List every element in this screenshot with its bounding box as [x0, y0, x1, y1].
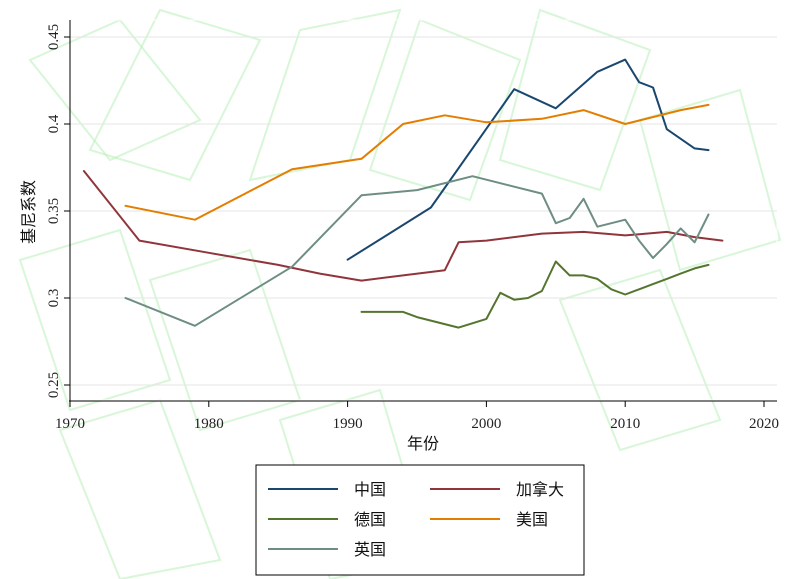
y-tick-label-4: 0.45	[46, 24, 62, 50]
y-tick-label-1: 0.3	[46, 289, 62, 308]
y-axis-title: 基尼系数	[19, 180, 38, 244]
series-line-2	[360, 260, 710, 329]
legend-label-2: 德国	[354, 510, 386, 529]
series-line-0	[346, 58, 710, 261]
series-line-3	[124, 103, 710, 221]
x-tick-label-2: 1990	[333, 416, 363, 432]
x-tick-label-3: 2000	[471, 416, 501, 432]
series-line-1	[82, 170, 724, 282]
legend-label-3: 美国	[516, 510, 548, 529]
series-layer	[82, 58, 724, 329]
x-tick-label-0: 1970	[55, 416, 85, 432]
series-line-4	[124, 175, 710, 327]
legend-label-0: 中国	[354, 480, 386, 499]
plot-area	[69, 19, 778, 401]
x-tick-label-1: 1980	[194, 416, 224, 432]
x-axis-title: 年份	[407, 434, 439, 453]
x-ticks: 1970 1980 1990 2000 2010 2020	[55, 401, 779, 432]
legend-label-1: 加拿大	[516, 480, 564, 499]
y-tick-label-2: 0.35	[46, 198, 62, 224]
y-tick-label-3: 0.4	[46, 114, 62, 133]
x-tick-label-4: 2010	[610, 416, 640, 432]
x-tick-label-5: 2020	[749, 416, 779, 432]
y-ticks: 0.25 0.3 0.35 0.4 0.45	[46, 24, 70, 398]
y-tick-label-0: 0.25	[46, 372, 62, 398]
legend-label-4: 英国	[354, 540, 386, 559]
